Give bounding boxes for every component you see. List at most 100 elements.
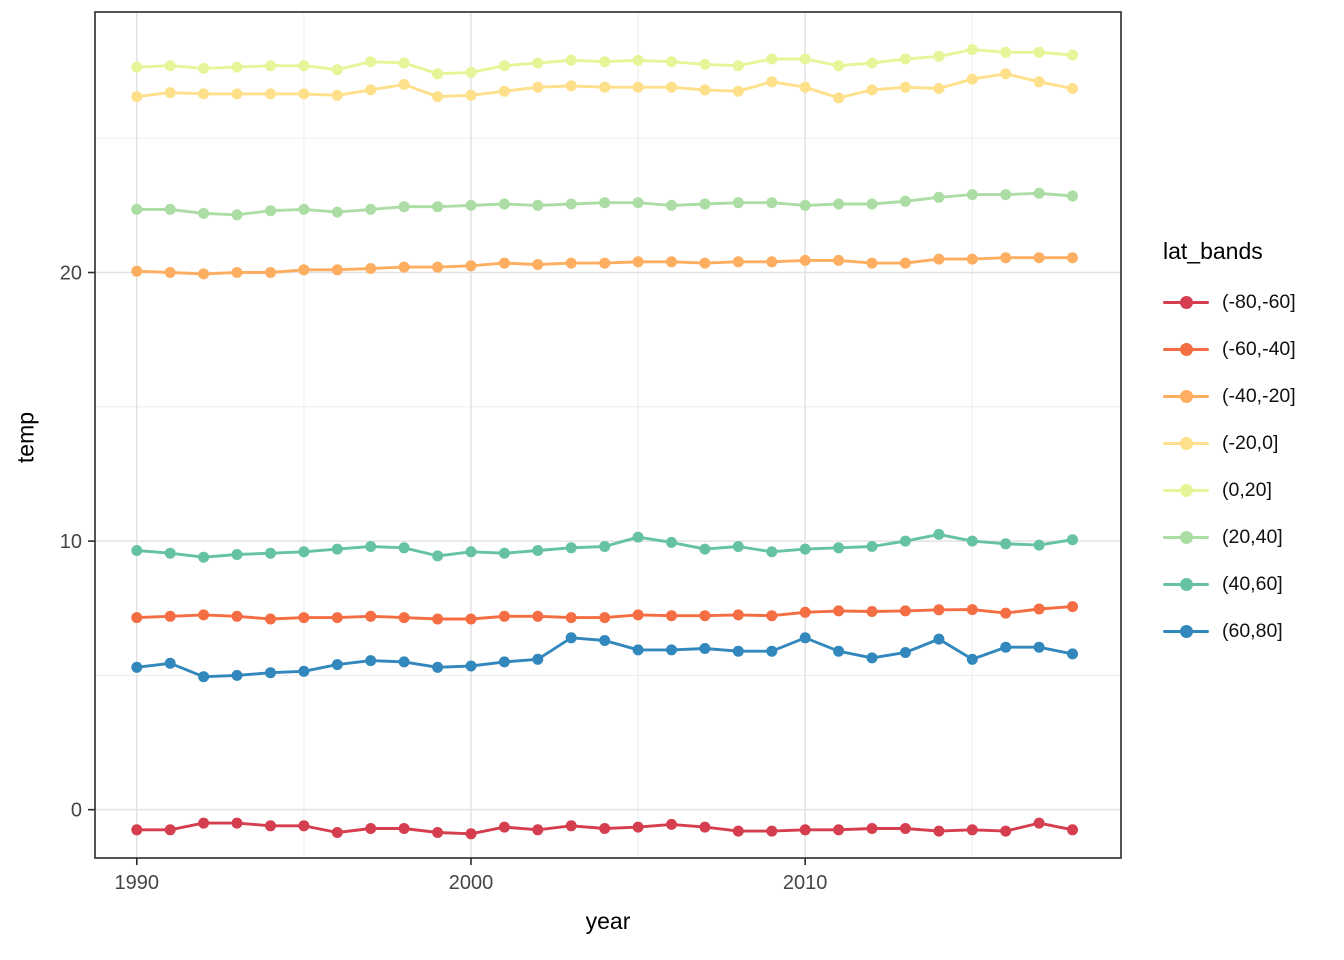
data-point [1000, 607, 1012, 619]
data-point [766, 256, 778, 268]
data-point [866, 823, 878, 834]
data-point [933, 604, 945, 616]
legend-key [1163, 484, 1209, 498]
data-point [1000, 46, 1012, 58]
data-point [432, 661, 444, 673]
data-point [799, 824, 811, 836]
data-point [899, 53, 911, 65]
data-point [1033, 46, 1045, 58]
data-point [599, 635, 611, 646]
data-point [866, 84, 878, 96]
data-point [198, 62, 210, 74]
data-point [231, 817, 243, 829]
data-point [632, 81, 644, 93]
legend-item-label: (20,40] [1222, 526, 1283, 548]
data-point [899, 647, 911, 658]
data-point [131, 61, 143, 73]
data-point [398, 261, 410, 273]
data-point [599, 823, 611, 834]
data-point [899, 535, 911, 547]
data-point [799, 199, 811, 211]
data-point [231, 209, 243, 221]
data-point [599, 197, 611, 209]
legend-key [1163, 531, 1209, 545]
data-point [1033, 603, 1045, 615]
data-point [766, 197, 778, 209]
data-point [198, 671, 210, 683]
data-point [231, 88, 243, 100]
data-point [265, 267, 276, 278]
data-point [833, 645, 845, 657]
data-point [532, 653, 544, 665]
legend-key [1163, 343, 1209, 357]
data-point [1067, 648, 1078, 660]
data-point [1000, 68, 1012, 80]
data-point [398, 612, 410, 624]
data-point [1067, 190, 1078, 202]
data-point [1000, 538, 1012, 550]
data-point [298, 665, 310, 677]
legend-item-label: (-40,-20] [1222, 385, 1296, 407]
data-point [365, 610, 377, 622]
data-point [498, 85, 510, 97]
legend-item: (-60,-40] [1163, 326, 1343, 373]
data-point [265, 205, 276, 217]
data-point [766, 76, 778, 88]
legend-item: (20,40] [1163, 514, 1343, 561]
data-point [1067, 824, 1078, 836]
data-point [1067, 252, 1078, 264]
data-point [331, 612, 343, 624]
legend-item-label: (-80,-60] [1222, 291, 1296, 313]
data-point [565, 820, 577, 832]
data-point [565, 542, 577, 554]
data-point [1033, 187, 1045, 199]
data-point [532, 57, 544, 69]
data-point [599, 257, 611, 269]
data-point [398, 79, 410, 90]
data-point [398, 542, 410, 554]
legend-key-dot-icon [1179, 625, 1193, 638]
y-tick-label: 20 [60, 263, 82, 285]
data-point [532, 824, 544, 836]
data-point [198, 88, 210, 100]
legend-item: (-40,-20] [1163, 373, 1343, 420]
data-point [465, 260, 477, 272]
data-point [799, 543, 811, 555]
data-point [966, 44, 978, 56]
data-point [732, 85, 744, 97]
data-point [131, 824, 143, 836]
data-point [331, 64, 343, 76]
data-point [1000, 189, 1012, 201]
data-point [966, 535, 978, 547]
data-point [766, 546, 778, 558]
data-point [298, 264, 310, 276]
data-point [331, 659, 343, 671]
data-point [732, 60, 744, 72]
legend-key-dot-icon [1179, 578, 1193, 591]
data-point [1000, 641, 1012, 653]
data-point [1067, 83, 1078, 94]
data-point [833, 60, 845, 72]
legend-item-label: (60,80] [1222, 620, 1283, 642]
data-point [532, 610, 544, 622]
data-point [799, 632, 811, 644]
data-point [465, 613, 477, 625]
data-point [966, 604, 978, 616]
y-tick-label: 0 [71, 800, 82, 822]
data-point [164, 87, 176, 99]
data-point [465, 66, 477, 78]
data-point [699, 257, 711, 269]
x-tick-label: 2000 [449, 872, 494, 894]
data-point [766, 645, 778, 657]
data-point [365, 655, 377, 667]
data-point [866, 257, 878, 269]
legend-items: (-80,-60] (-60,-40] (-40,-20] (-20,0] (0,20]… [1163, 279, 1343, 655]
data-point [164, 547, 176, 559]
legend-item-label: (0,20] [1222, 479, 1272, 501]
data-point [532, 545, 544, 556]
legend-item-label: (40,60] [1222, 573, 1283, 595]
data-point [265, 667, 276, 679]
data-point [265, 613, 276, 625]
data-point [565, 198, 577, 210]
